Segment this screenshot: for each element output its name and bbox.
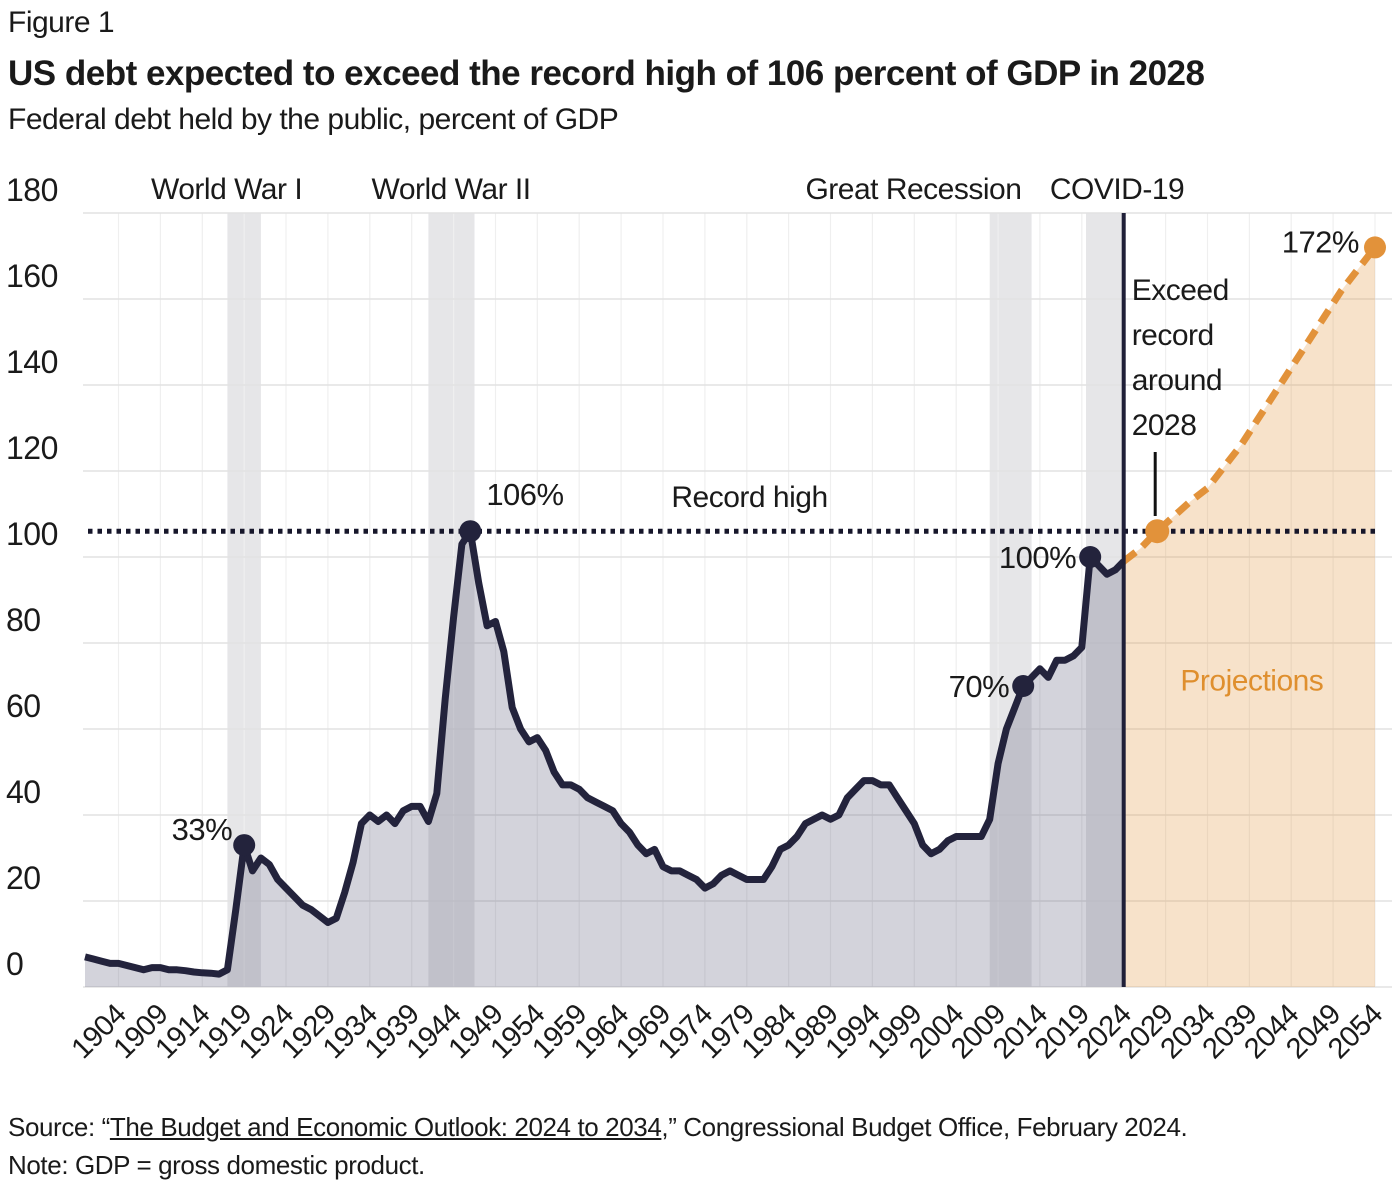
marker-dot-2020 [1079,546,1102,568]
annotation-line-2: record [1132,319,1214,352]
projection-area [1123,247,1375,987]
event-band-covid-19 [1086,213,1124,987]
y-tick-label-20: 20 [6,860,41,896]
annotation-line-1: Exceed [1132,274,1229,307]
source-prefix: Source: “ [8,1112,110,1142]
record-high-label: Record high [671,481,827,514]
chart-header: Figure 1 US debt expected to exceed the … [8,6,1392,137]
y-tick-label-140: 140 [6,344,58,380]
marker-dot-2054 [1364,236,1386,259]
historical-line [84,527,1127,978]
marker-dot-1946 [459,520,482,543]
marker-label-2020: 100% [999,540,1076,575]
y-tick-label-120: 120 [6,430,58,466]
source-link[interactable]: The Budget and Economic Outlook: 2024 to… [109,1112,662,1142]
marker-label-1946: 106% [486,477,563,512]
event-band-world-war-ii [428,213,475,987]
page-title: US debt expected to exceed the record hi… [8,54,1205,93]
projections-label: Projections [1180,664,1323,697]
marker-dot-1919 [233,834,256,857]
y-tick-label-60: 60 [6,688,41,724]
y-tick-label-180: 180 [6,172,58,208]
event-label-world-war-ii: World War II [372,173,531,206]
source-suffix: ,” Congressional Budget Office, February… [661,1112,1188,1142]
figure-label: Figure 1 [8,6,115,39]
marker-dot-2012 [1012,675,1035,697]
source-line: Source: “The Budget and Economic Outlook… [8,1112,1188,1143]
note-line: Note: GDP = gross domestic product. [8,1150,425,1180]
annotation-line-4: 2028 [1132,409,1197,442]
marker-label-1919: 33% [172,812,233,847]
event-label-covid-19: COVID-19 [1050,173,1184,206]
marker-label-2012: 70% [949,669,1010,704]
marker-dot-2028 [1145,519,1170,544]
event-label-great-recession: Great Recession [805,173,1021,206]
y-tick-label-0: 0 [6,946,23,982]
y-tick-label-80: 80 [6,602,41,638]
event-label-world-war-i: World War I [151,173,302,206]
marker-label-2054: 172% [1282,224,1359,259]
y-tick-label-100: 100 [6,516,58,552]
event-band-great-recession [989,213,1032,987]
annotation-line-3: around [1132,364,1222,397]
y-tick-label-160: 160 [6,258,58,294]
y-tick-label-40: 40 [6,774,41,810]
chart-subtitle: Federal debt held by the public, percent… [8,103,619,136]
historical-area [85,531,1124,987]
